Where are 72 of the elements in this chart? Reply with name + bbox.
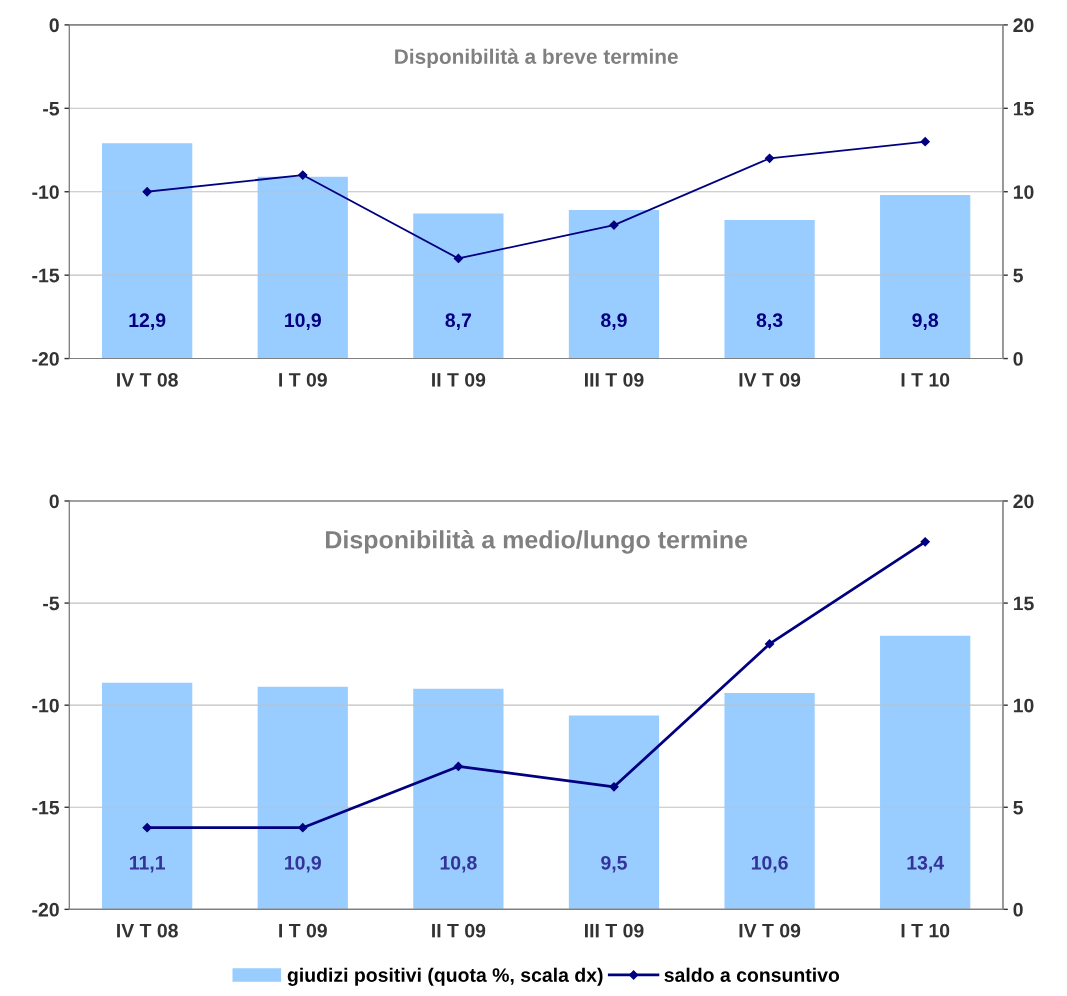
point (298, 170, 308, 180)
x-tick-label: IV T 08 (117, 372, 178, 387)
y2-tick-label: 10 (1013, 185, 1034, 199)
point (609, 220, 619, 230)
point (764, 639, 775, 649)
bar (724, 220, 815, 359)
y-tick-label: -20 (32, 902, 59, 917)
y-tick-label: -15 (32, 268, 60, 283)
x-tick-label: III T 09 (585, 372, 644, 387)
x-tick-label: II T 09 (432, 372, 486, 387)
y2-tick-label: 5 (1013, 800, 1023, 815)
y2-tick-label: 10 (1013, 698, 1034, 713)
y2-tick-label: 15 (1013, 101, 1034, 116)
y-tick-label: -5 (43, 101, 60, 116)
y-tick-label: -5 (43, 596, 60, 611)
data-label: 8,3 (756, 313, 783, 330)
data-label: 9,5 (601, 855, 627, 873)
point (298, 823, 308, 833)
x-tick-label: III T 09 (585, 923, 644, 938)
data-label: 10,9 (285, 313, 321, 330)
bar (568, 210, 660, 359)
y-tick-label: 0 (49, 18, 59, 33)
bar (413, 213, 504, 359)
point (453, 761, 463, 772)
y2-tick-label: 0 (1013, 352, 1023, 366)
bar (568, 715, 660, 910)
x-tick-label: I T 09 (279, 923, 327, 938)
data-label: 10,9 (285, 855, 321, 873)
x-tick-label: I T 09 (279, 372, 327, 387)
data-label: 9,8 (912, 313, 939, 330)
point (142, 823, 152, 833)
data-label: 10,6 (751, 855, 788, 873)
x-tick-label: IV T 08 (117, 923, 178, 938)
bar (257, 686, 348, 910)
point (142, 187, 152, 197)
bar (102, 143, 193, 359)
y2-tick-label: 20 (1013, 18, 1034, 33)
y2-tick-label: 20 (1013, 494, 1034, 509)
data-label: 12,9 (129, 313, 166, 330)
point (920, 137, 930, 147)
data-label: 8,7 (445, 313, 472, 330)
y2-tick-label: 0 (1013, 902, 1023, 917)
x-tick-label: IV T 09 (739, 372, 801, 387)
y-tick-label: -10 (32, 698, 59, 713)
data-label: 11,1 (130, 856, 165, 873)
y-tick-label: -15 (32, 800, 60, 815)
text: Disponibilità a breve termine (395, 48, 678, 69)
bar (413, 688, 504, 910)
point (453, 253, 463, 264)
y2-tick-label: 15 (1013, 596, 1034, 611)
bar (724, 692, 815, 910)
bar (102, 682, 193, 910)
text: Disponibilità a medio/lungo termine (326, 530, 748, 554)
bar (880, 195, 971, 359)
y-tick-label: -10 (32, 185, 59, 199)
legend-label: giudizi positivi (quota %, scala dx) (287, 967, 603, 986)
point (920, 537, 930, 547)
point (764, 153, 775, 163)
y2-tick-label: 5 (1013, 268, 1023, 283)
bar (257, 176, 348, 359)
x-tick-label: II T 09 (432, 923, 486, 938)
data-label: 13,4 (907, 855, 944, 873)
x-tick-label: IV T 09 (739, 923, 801, 938)
point (609, 782, 619, 792)
y-tick-label: 0 (49, 494, 59, 509)
y-tick-label: -20 (32, 352, 59, 366)
bar (880, 635, 971, 910)
x-tick-label: I T 10 (901, 923, 950, 938)
x-tick-label: I T 10 (901, 372, 950, 387)
data-label: 8,9 (601, 313, 627, 330)
legend-label: saldo a consuntivo (664, 967, 840, 982)
data-label: 10,8 (440, 855, 477, 873)
